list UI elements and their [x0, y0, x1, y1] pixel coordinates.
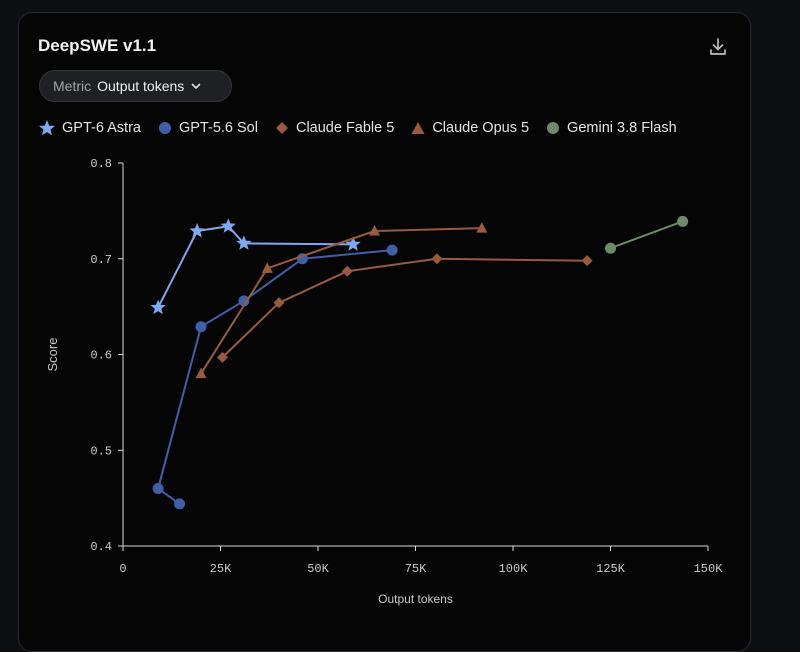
- data-point-triangle: [476, 222, 488, 233]
- chevron-down-icon: [190, 80, 202, 92]
- metric-select[interactable]: Metric Output tokens: [39, 70, 232, 102]
- star-marker-icon: [39, 120, 55, 136]
- y-tick-label: 0.8: [90, 157, 112, 171]
- circle-marker-icon: [547, 122, 560, 134]
- x-tick-label: 50K: [307, 562, 329, 576]
- download-icon[interactable]: [707, 36, 729, 58]
- data-point-circle: [677, 215, 689, 227]
- circle-marker-icon: [158, 122, 171, 134]
- data-point-circle: [605, 242, 616, 254]
- y-tick-label: 0.6: [90, 349, 112, 363]
- series-line-2: [221, 257, 588, 359]
- x-tick-label: 75K: [405, 562, 427, 576]
- legend-label: Claude Opus 5: [432, 120, 530, 136]
- y-tick-label: 0.5: [90, 444, 112, 458]
- chart-title: DeepSWE v1.1: [38, 36, 157, 55]
- data-point-triangle: [369, 224, 381, 236]
- data-point-star: [189, 223, 205, 238]
- legend-label: GPT-6 Astra: [62, 120, 141, 136]
- data-point-circle: [386, 244, 398, 256]
- data-point-star: [345, 236, 361, 251]
- data-point-circle: [174, 498, 186, 510]
- legend-label: Claude Fable 5: [295, 120, 395, 136]
- metric-select-label: Metric: [53, 78, 92, 94]
- legend-item-claude-opus-5[interactable]: Claude Opus 5: [410, 120, 529, 136]
- chart-card: [18, 12, 751, 652]
- y-tick-label: 0.7: [90, 253, 112, 267]
- data-point-star: [150, 299, 166, 315]
- series-line-0: [157, 225, 354, 309]
- triangle-marker-icon: [411, 122, 425, 134]
- series-line-4: [610, 220, 683, 250]
- data-point-diamond: [216, 351, 228, 363]
- legend-item-gemini-3-8-flash[interactable]: Gemini 3.8 Flash: [545, 120, 677, 136]
- data-point-circle: [195, 321, 207, 333]
- legend-label: GPT-5.6 Sol: [178, 120, 258, 136]
- x-tick-label: 100K: [499, 562, 529, 576]
- data-point-diamond: [341, 265, 353, 277]
- metric-select-value: Output tokens: [97, 78, 185, 94]
- y-tick-label: 0.4: [90, 540, 112, 554]
- line-chart: 0.4 0.5 0.6 0.7 0.8 0 25K 50K 75K 100K 125K 150K Out…: [45, 157, 724, 606]
- y-axis-label: Score: [45, 338, 60, 372]
- x-tick-label: 150K: [694, 562, 724, 576]
- diamond-marker-icon: [275, 122, 288, 134]
- legend-item-gpt-5-6-sol[interactable]: GPT-5.6 Sol: [157, 120, 258, 136]
- data-point-diamond: [581, 255, 593, 267]
- x-tick-label: 125K: [596, 562, 626, 576]
- data-point-circle: [238, 295, 250, 307]
- series-line-1: [157, 249, 393, 505]
- legend-item-gpt-6-astra[interactable]: GPT-6 Astra: [38, 119, 141, 137]
- data-point-star: [236, 235, 252, 250]
- legend-item-claude-fable-5[interactable]: Claude Fable 5: [274, 120, 394, 136]
- data-point-diamond: [273, 297, 285, 309]
- data-point-triangle: [195, 367, 207, 379]
- data-point-star: [220, 218, 236, 233]
- series-line-3: [200, 227, 482, 375]
- chart-legend: GPT-6 Astra GPT-5.6 Sol Claude Fable 5 C…: [38, 117, 693, 139]
- data-point-diamond: [431, 253, 443, 265]
- data-point-circle: [152, 483, 164, 495]
- x-tick-label: 0: [119, 562, 126, 576]
- x-axis-label: Output tokens: [378, 592, 453, 606]
- x-tick-label: 25K: [210, 562, 232, 576]
- legend-label: Gemini 3.8 Flash: [567, 120, 677, 136]
- data-point-triangle: [261, 262, 273, 273]
